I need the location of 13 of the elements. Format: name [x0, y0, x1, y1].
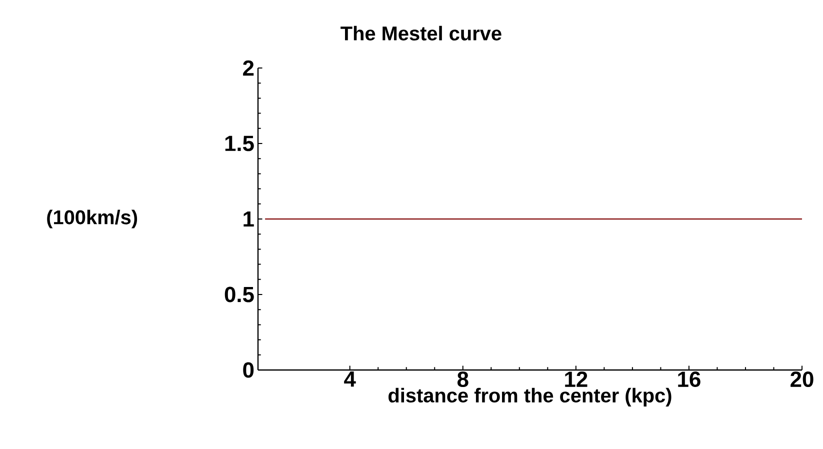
x-tick-label: 16 — [678, 372, 700, 388]
chart-title: The Mestel curve — [340, 26, 502, 40]
x-axis-title: distance from the center (kpc) — [388, 388, 672, 406]
y-tick-label: 2 — [243, 60, 254, 76]
x-tick-label: 12 — [565, 372, 588, 387]
y-axis-title: (100km/s) — [47, 210, 138, 228]
x-tick-label: 8 — [457, 372, 468, 388]
y-tick-label: 1 — [244, 211, 254, 227]
x-tick-label: 4 — [344, 372, 356, 387]
y-tick-label: 0 — [243, 362, 254, 378]
y-tick-label: 0.5 — [224, 286, 254, 302]
x-tick-label: 20 — [790, 372, 814, 388]
y-tick-label: 1.5 — [225, 136, 254, 152]
